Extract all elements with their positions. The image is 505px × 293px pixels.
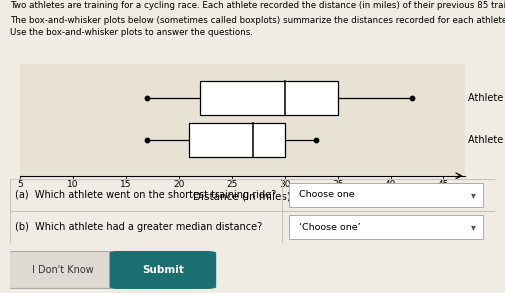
Text: Athlete B: Athlete B [468, 135, 505, 145]
Text: Choose one: Choose one [298, 190, 354, 199]
Text: I Don't Know: I Don't Know [32, 265, 94, 275]
Bar [200, 81, 338, 115]
Text: (b)  Which athlete had a greater median distance?: (b) Which athlete had a greater median d… [15, 222, 262, 232]
Text: Two athletes are training for a cycling race. Each athlete recorded the distance: Two athletes are training for a cycling … [10, 1, 505, 11]
Text: Submit: Submit [142, 265, 184, 275]
FancyBboxPatch shape [2, 251, 124, 288]
X-axis label: Distance (in miles): Distance (in miles) [193, 192, 291, 202]
Text: Athlete A: Athlete A [468, 93, 505, 103]
FancyBboxPatch shape [289, 183, 483, 207]
Text: ▾: ▾ [471, 222, 476, 232]
Text: Use the box-and-whisker plots to answer the questions.: Use the box-and-whisker plots to answer … [10, 28, 253, 37]
Text: The box-and-whisker plots below (sometimes called boxplots) summarize the distan: The box-and-whisker plots below (sometim… [10, 16, 505, 25]
FancyBboxPatch shape [110, 251, 216, 288]
Text: ▾: ▾ [471, 190, 476, 200]
Text: ‘Choose one’: ‘Choose one’ [298, 223, 360, 231]
FancyBboxPatch shape [289, 215, 483, 239]
Text: (a)  Which athlete went on the shortest training ride?: (a) Which athlete went on the shortest t… [15, 190, 276, 200]
Bar [189, 123, 285, 157]
